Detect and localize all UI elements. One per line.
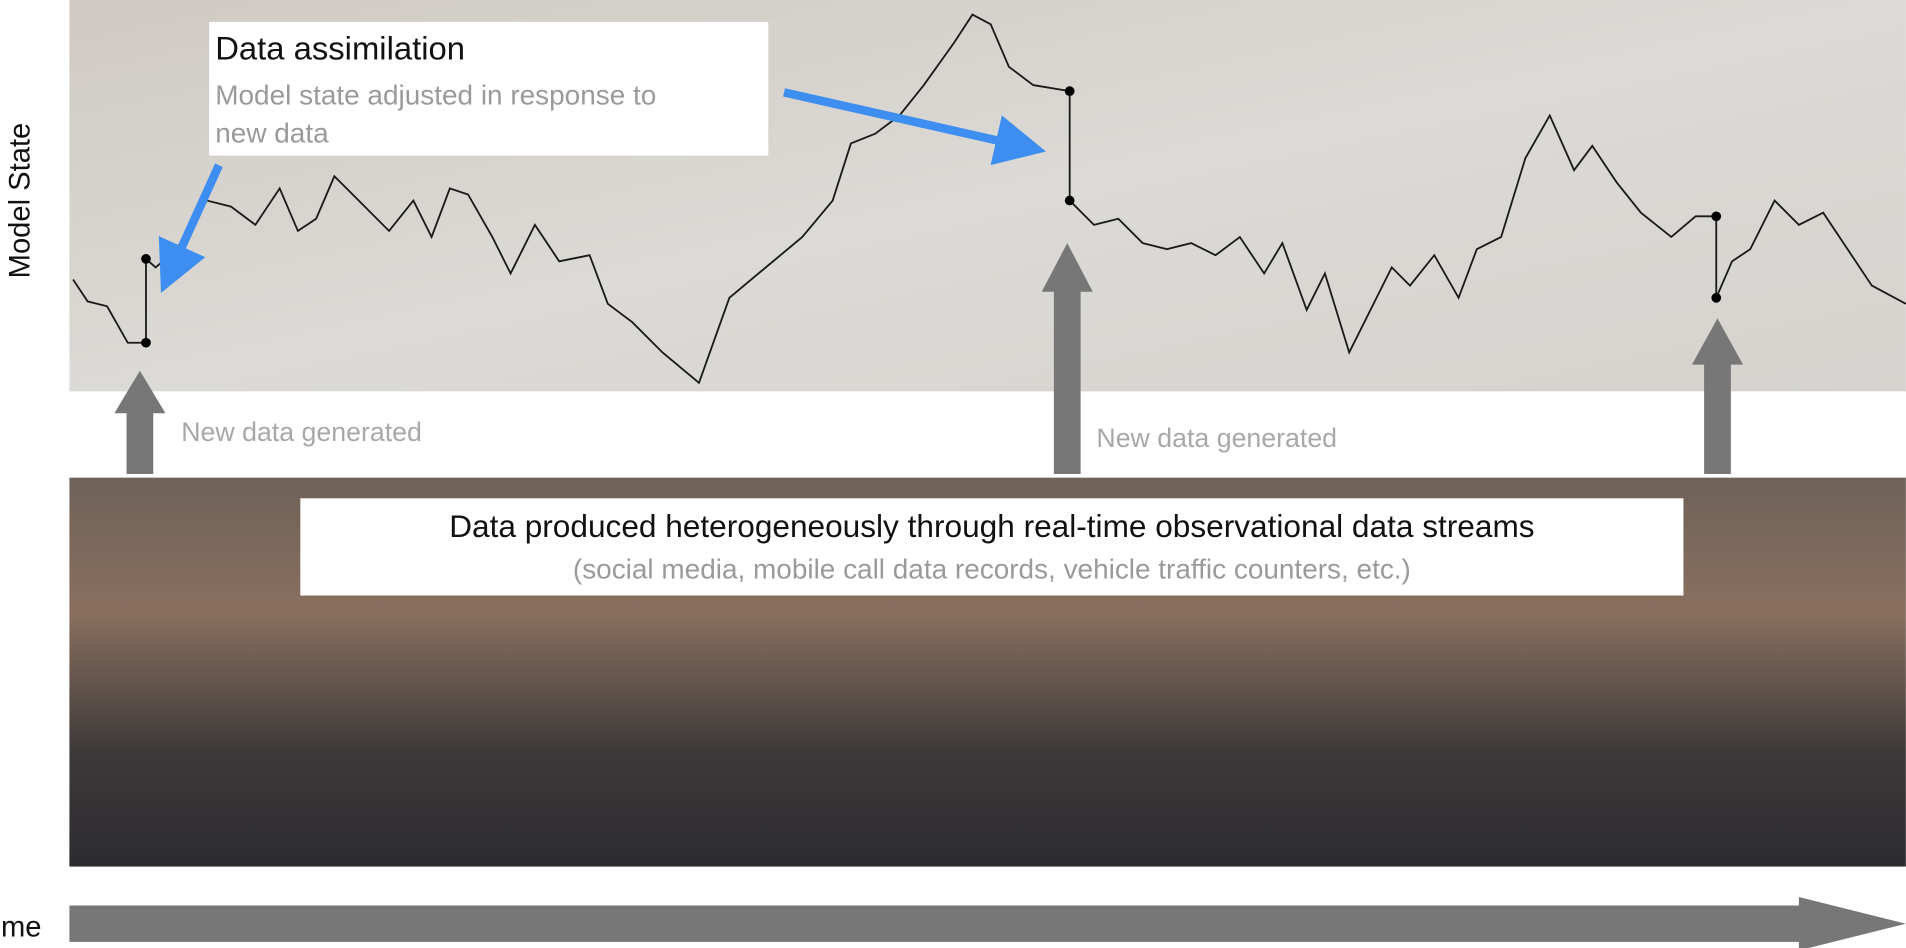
assimilation-text: new data [215, 117, 329, 148]
x-axis-label: Time [0, 911, 41, 943]
streams-subtitle: (social media, mobile call data records,… [573, 554, 1411, 585]
time-arrow [69, 896, 1906, 948]
event-label: New data generated [181, 417, 422, 447]
streams-box [300, 498, 1684, 596]
model-state-line [72, 13, 1906, 385]
blue-arrow [158, 163, 223, 294]
up-arrows [114, 243, 1743, 474]
y-axis-label: Model State [5, 123, 37, 279]
assimilation-points [141, 86, 1722, 348]
blue-arrow [783, 88, 1046, 166]
streams-title: Data produced heterogeneously through re… [449, 508, 1534, 544]
assimilation-text: Model state adjusted in response to [215, 80, 656, 111]
assimilation-box [209, 21, 769, 156]
assimilation-title: Data assimilation [215, 30, 465, 67]
event-label: New data generated [1096, 423, 1337, 453]
